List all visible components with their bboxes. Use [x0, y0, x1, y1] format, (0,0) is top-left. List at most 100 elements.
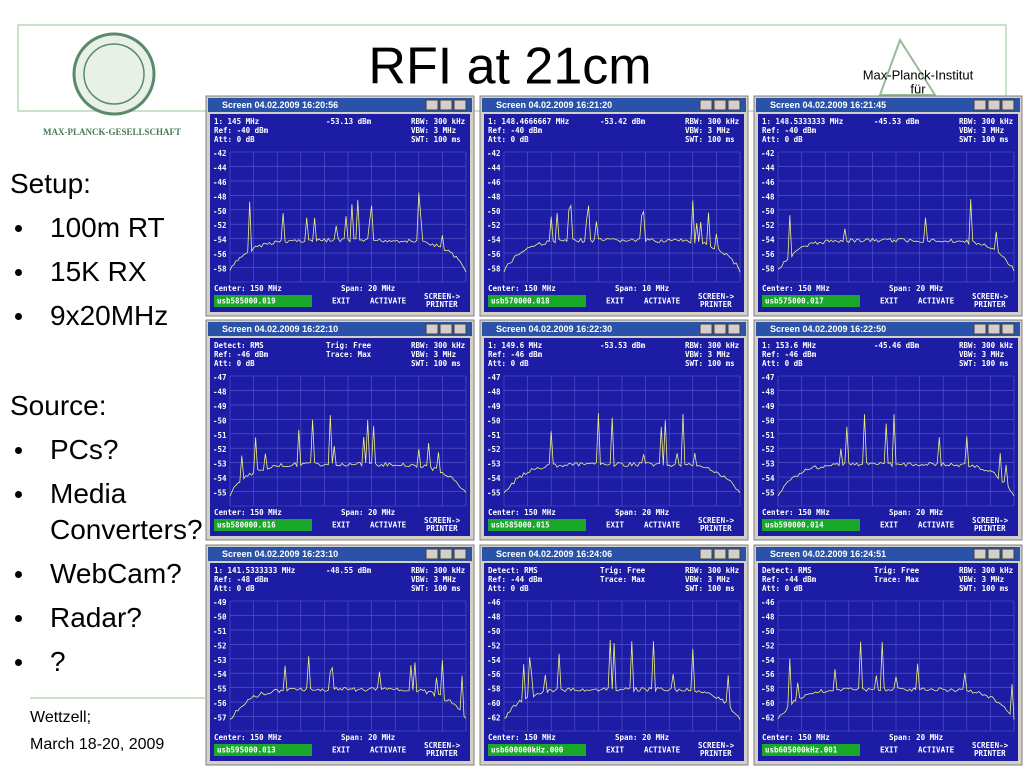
window-button[interactable]: [1001, 99, 1015, 111]
readout: Att: 0 dB: [762, 359, 803, 368]
button-label[interactable]: EXIT: [332, 746, 351, 755]
button-label[interactable]: ACTIVATE: [918, 746, 955, 755]
button-label[interactable]: ACTIVATE: [644, 521, 681, 530]
y-tick-label: -48: [487, 612, 501, 621]
button-label[interactable]: PRINTER: [974, 524, 1006, 533]
button-label[interactable]: EXIT: [606, 746, 625, 755]
window-button[interactable]: [439, 548, 453, 560]
button-label[interactable]: SCREEN->: [698, 741, 735, 750]
window-button[interactable]: [973, 323, 987, 335]
button-label[interactable]: ACTIVATE: [370, 746, 407, 755]
window-button[interactable]: [973, 548, 987, 560]
y-tick-label: -50: [487, 416, 501, 425]
window-title: Screen 04.02.2009 16:24:06: [496, 549, 612, 559]
y-tick-label: -50: [487, 627, 501, 636]
window-button[interactable]: [425, 99, 439, 111]
window-button[interactable]: [1001, 323, 1015, 335]
button-label[interactable]: ACTIVATE: [918, 521, 955, 530]
button-label[interactable]: EXIT: [880, 297, 899, 306]
window-button[interactable]: [713, 99, 727, 111]
window-button[interactable]: [453, 548, 467, 560]
button-label[interactable]: PRINTER: [974, 749, 1006, 758]
window-title: Screen 04.02.2009 16:22:10: [222, 324, 338, 334]
button-label[interactable]: PRINTER: [426, 300, 458, 309]
file-label: usb570000.018: [491, 297, 550, 306]
y-tick-label: -54: [487, 656, 501, 665]
title-bar: [208, 322, 472, 336]
y-tick-label: -52: [487, 641, 501, 650]
window-button[interactable]: [727, 323, 741, 335]
button-label[interactable]: ACTIVATE: [644, 746, 681, 755]
readout: Trace: Max: [600, 575, 646, 584]
window-button[interactable]: [1001, 548, 1015, 560]
button-label[interactable]: PRINTER: [700, 749, 732, 758]
y-tick-label: -42: [213, 149, 227, 158]
button-label[interactable]: EXIT: [606, 297, 625, 306]
file-label: usb600000kHz.000: [491, 746, 564, 755]
window-button[interactable]: [727, 548, 741, 560]
button-label[interactable]: SCREEN->: [424, 292, 461, 301]
window-button[interactable]: [987, 548, 1001, 560]
file-box: [214, 295, 312, 307]
y-tick-label: -60: [487, 699, 501, 708]
readout: -53.42 dBm: [600, 117, 646, 126]
y-tick-label: -44: [487, 163, 501, 172]
span-label: Span: 10 MHz: [615, 284, 669, 293]
window-button[interactable]: [439, 323, 453, 335]
screen-window: Screen 04.02.2009 16:22:50 1: 153.6 MHzRe…: [753, 319, 1023, 541]
window-button[interactable]: [425, 323, 439, 335]
window-title: Screen 04.02.2009 16:24:51: [770, 549, 886, 559]
readout: 1: 148.4666667 MHz: [488, 117, 569, 126]
window-button[interactable]: [453, 99, 467, 111]
button-label[interactable]: PRINTER: [700, 300, 732, 309]
button-label[interactable]: PRINTER: [974, 300, 1006, 309]
y-tick-label: -49: [487, 402, 501, 411]
button-label[interactable]: EXIT: [332, 521, 351, 530]
button-label[interactable]: EXIT: [332, 297, 351, 306]
window-button[interactable]: [699, 323, 713, 335]
window-button[interactable]: [699, 99, 713, 111]
trace: [503, 200, 741, 273]
readout: VBW: 3 MHz: [411, 350, 456, 359]
title-bar: [482, 98, 746, 112]
y-tick-label: -44: [761, 163, 775, 172]
button-label[interactable]: ACTIVATE: [644, 297, 681, 306]
y-tick-label: -58: [213, 265, 227, 274]
button-label[interactable]: EXIT: [880, 746, 899, 755]
window-button[interactable]: [713, 548, 727, 560]
button-label[interactable]: EXIT: [880, 521, 899, 530]
readout: VBW: 3 MHz: [959, 126, 1004, 135]
button-label[interactable]: ACTIVATE: [370, 297, 407, 306]
window-button[interactable]: [439, 99, 453, 111]
button-label[interactable]: SCREEN->: [424, 516, 461, 525]
button-label[interactable]: PRINTER: [700, 524, 732, 533]
button-label[interactable]: SCREEN->: [424, 741, 461, 750]
button-label[interactable]: SCREEN->: [698, 292, 735, 301]
window-button[interactable]: [713, 323, 727, 335]
window-button[interactable]: [973, 99, 987, 111]
window-button[interactable]: [987, 323, 1001, 335]
span-label: Span: 20 MHz: [889, 733, 943, 742]
button-label[interactable]: SCREEN->: [972, 516, 1009, 525]
window-button[interactable]: [425, 548, 439, 560]
readout: Att: 0 dB: [488, 135, 529, 144]
window-button[interactable]: [987, 99, 1001, 111]
button-label[interactable]: SCREEN->: [698, 516, 735, 525]
readout: Detect: RMS: [488, 566, 538, 575]
button-label[interactable]: PRINTER: [426, 524, 458, 533]
file-box: [214, 744, 312, 756]
window-button[interactable]: [699, 548, 713, 560]
button-label[interactable]: EXIT: [606, 521, 625, 530]
button-label[interactable]: SCREEN->: [972, 741, 1009, 750]
window-button[interactable]: [727, 99, 741, 111]
window-button[interactable]: [453, 323, 467, 335]
y-tick-label: -52: [487, 221, 501, 230]
y-tick-label: -56: [213, 250, 227, 259]
button-label[interactable]: PRINTER: [426, 749, 458, 758]
button-label[interactable]: ACTIVATE: [370, 521, 407, 530]
button-label[interactable]: ACTIVATE: [918, 297, 955, 306]
screen-window: Screen 04.02.2009 16:23:10 1: 141.5333333…: [205, 544, 475, 766]
y-tick-label: -56: [761, 670, 775, 679]
y-tick-label: -50: [213, 207, 227, 216]
button-label[interactable]: SCREEN->: [972, 292, 1009, 301]
